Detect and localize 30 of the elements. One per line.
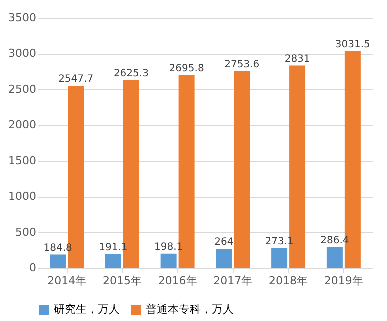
bar [216,249,232,268]
bar [50,254,66,268]
y-tick-label: 0 [30,262,36,274]
x-tick-label: 2015年 [102,274,142,288]
x-tick-label: 2019年 [324,274,364,288]
data-label: 2753.6 [224,59,260,70]
data-label: 2831 [284,54,310,65]
x-tick-label: 2016年 [158,274,198,288]
bar [105,254,122,268]
legend-label: 研究生，万人 [54,303,120,316]
y-tick-label: 1500 [8,154,36,168]
data-label: 3031.5 [335,39,370,50]
y-tick-label: 3500 [8,12,36,24]
y-tick-label: 1000 [8,190,36,204]
data-label: 2625.3 [114,68,149,80]
y-tick-label: 2500 [8,82,36,96]
legend-label: 普通本专科，万人 [146,303,234,316]
y-tick-label: 3000 [8,47,36,60]
y-tick-label: 2000 [8,118,36,132]
data-label: 2695.8 [169,63,204,74]
bar [160,254,177,268]
y-tick-label: 500 [16,226,36,239]
bar [234,71,250,268]
data-label: 2547.7 [58,74,94,86]
x-tick-label: 2017年 [214,274,253,288]
x-tick-label: 2014年 [48,274,87,288]
data-label: 264 [214,237,234,248]
bar [272,248,288,268]
x-tick-label: 2018年 [269,274,308,288]
bar [326,248,343,268]
